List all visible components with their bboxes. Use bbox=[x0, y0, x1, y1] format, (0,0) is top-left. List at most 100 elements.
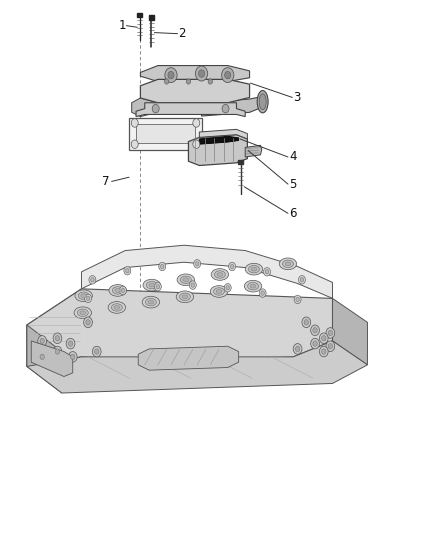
Circle shape bbox=[293, 344, 302, 354]
Ellipse shape bbox=[108, 302, 126, 313]
Circle shape bbox=[326, 328, 335, 338]
Ellipse shape bbox=[248, 265, 259, 273]
Circle shape bbox=[53, 333, 62, 344]
Ellipse shape bbox=[210, 286, 228, 297]
Circle shape bbox=[265, 270, 269, 274]
Circle shape bbox=[296, 297, 299, 302]
Circle shape bbox=[261, 291, 265, 295]
Text: 5: 5 bbox=[290, 177, 297, 191]
Circle shape bbox=[89, 276, 96, 284]
Polygon shape bbox=[27, 289, 332, 367]
Polygon shape bbox=[199, 130, 247, 139]
Circle shape bbox=[86, 320, 90, 325]
Circle shape bbox=[328, 330, 332, 336]
Circle shape bbox=[208, 79, 212, 84]
Circle shape bbox=[86, 296, 90, 301]
Circle shape bbox=[195, 262, 199, 266]
Circle shape bbox=[229, 262, 236, 271]
Ellipse shape bbox=[114, 305, 120, 309]
Circle shape bbox=[156, 285, 159, 289]
Ellipse shape bbox=[257, 91, 268, 113]
Ellipse shape bbox=[180, 276, 191, 284]
Circle shape bbox=[319, 346, 328, 357]
Circle shape bbox=[120, 286, 127, 295]
Circle shape bbox=[294, 295, 301, 304]
Ellipse shape bbox=[251, 267, 257, 271]
Polygon shape bbox=[199, 136, 239, 144]
Ellipse shape bbox=[180, 293, 191, 301]
Circle shape bbox=[313, 341, 317, 346]
Circle shape bbox=[195, 66, 208, 81]
Ellipse shape bbox=[279, 258, 297, 270]
Ellipse shape bbox=[183, 278, 189, 281]
Ellipse shape bbox=[182, 295, 188, 298]
Polygon shape bbox=[27, 341, 367, 393]
Circle shape bbox=[126, 269, 129, 273]
Circle shape bbox=[311, 325, 319, 336]
Text: 3: 3 bbox=[293, 91, 300, 104]
Circle shape bbox=[295, 346, 300, 352]
Circle shape bbox=[40, 338, 44, 344]
Ellipse shape bbox=[78, 292, 89, 300]
Bar bbox=[149, 14, 154, 20]
Circle shape bbox=[193, 140, 200, 149]
Polygon shape bbox=[31, 341, 73, 376]
Text: 2: 2 bbox=[178, 27, 186, 40]
Circle shape bbox=[92, 346, 101, 357]
Circle shape bbox=[131, 119, 138, 127]
Ellipse shape bbox=[148, 300, 154, 304]
Polygon shape bbox=[27, 325, 62, 393]
Circle shape bbox=[326, 341, 335, 352]
Ellipse shape bbox=[142, 296, 159, 308]
Circle shape bbox=[53, 346, 62, 357]
Circle shape bbox=[259, 289, 266, 297]
Circle shape bbox=[85, 294, 92, 303]
Circle shape bbox=[55, 336, 60, 341]
Polygon shape bbox=[136, 103, 245, 117]
Circle shape bbox=[224, 284, 231, 292]
Ellipse shape bbox=[75, 290, 92, 302]
Ellipse shape bbox=[143, 279, 160, 291]
Circle shape bbox=[164, 79, 169, 84]
Circle shape bbox=[189, 281, 196, 289]
Circle shape bbox=[159, 262, 166, 271]
Circle shape bbox=[193, 119, 200, 127]
Ellipse shape bbox=[214, 288, 224, 295]
Circle shape bbox=[84, 317, 92, 328]
Bar bbox=[238, 160, 244, 165]
Ellipse shape bbox=[81, 294, 86, 297]
Circle shape bbox=[40, 354, 44, 360]
Circle shape bbox=[131, 140, 138, 149]
Circle shape bbox=[321, 336, 326, 341]
Circle shape bbox=[222, 68, 234, 83]
Circle shape bbox=[152, 104, 159, 113]
Ellipse shape bbox=[115, 288, 120, 292]
Ellipse shape bbox=[285, 262, 291, 266]
Ellipse shape bbox=[112, 287, 123, 294]
Polygon shape bbox=[245, 146, 262, 157]
Circle shape bbox=[319, 333, 328, 344]
Circle shape bbox=[194, 260, 201, 268]
Circle shape bbox=[38, 352, 46, 362]
Circle shape bbox=[222, 104, 229, 113]
Circle shape bbox=[225, 71, 231, 79]
Ellipse shape bbox=[211, 269, 229, 280]
Polygon shape bbox=[81, 245, 332, 298]
Ellipse shape bbox=[244, 280, 262, 292]
Text: 1: 1 bbox=[118, 19, 126, 32]
Ellipse shape bbox=[247, 282, 258, 290]
Circle shape bbox=[168, 71, 174, 79]
Circle shape bbox=[121, 288, 125, 293]
Circle shape bbox=[321, 349, 326, 354]
Ellipse shape bbox=[259, 94, 266, 110]
Circle shape bbox=[300, 278, 304, 282]
Circle shape bbox=[154, 282, 161, 291]
Ellipse shape bbox=[250, 284, 256, 288]
Polygon shape bbox=[141, 79, 250, 103]
Ellipse shape bbox=[111, 304, 122, 311]
Polygon shape bbox=[332, 298, 367, 365]
Ellipse shape bbox=[74, 307, 92, 319]
Ellipse shape bbox=[283, 260, 293, 268]
Polygon shape bbox=[188, 135, 247, 165]
Polygon shape bbox=[141, 66, 250, 82]
